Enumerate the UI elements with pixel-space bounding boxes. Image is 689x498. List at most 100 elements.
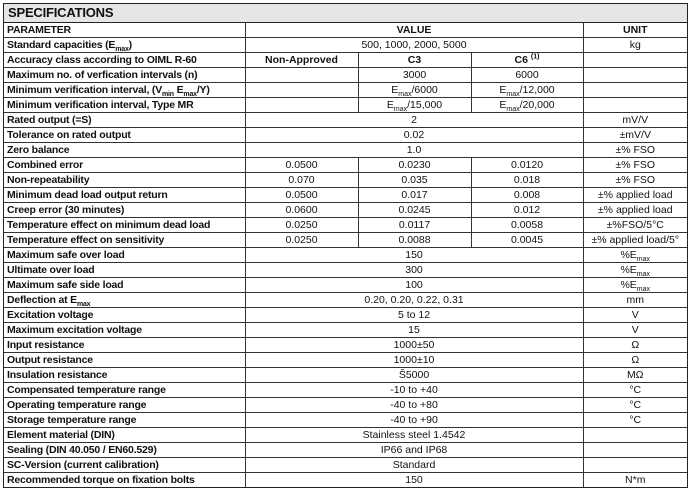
parameter-cell: Tolerance on rated output bbox=[4, 127, 246, 143]
unit-cell bbox=[582, 82, 687, 98]
parameter-cell: Storage temperature range bbox=[4, 412, 246, 428]
parameter-cell: Insulation resistance bbox=[4, 367, 246, 383]
value-cell: 1.0 bbox=[244, 142, 584, 158]
value-cell-non-approved: Non-Approved bbox=[244, 52, 359, 68]
value-cell-non-approved: 0.0500 bbox=[244, 157, 359, 173]
value-header: VALUE bbox=[244, 23, 584, 38]
unit-cell: %Emax bbox=[582, 277, 687, 293]
table-row: Recommended torque on fixation bolts 150 N… bbox=[4, 472, 687, 487]
parameter-cell: Input resistance bbox=[4, 337, 246, 353]
value-cell: Stainless steel 1.4542 bbox=[244, 427, 584, 443]
parameter-cell: Maximum no. of verfication intervals (n) bbox=[4, 67, 246, 83]
unit-cell: ±% applied load bbox=[582, 202, 687, 218]
value-cell: 150 bbox=[244, 472, 584, 487]
table-row: Tolerance on rated output 0.02 ±mV/V bbox=[4, 127, 687, 143]
unit-cell: kg bbox=[582, 37, 687, 53]
parameter-cell: Deflection at Emax bbox=[4, 292, 246, 308]
value-cell-c6: 0.008 bbox=[470, 187, 584, 203]
value-cell-c3: 0.0117 bbox=[357, 217, 472, 233]
unit-cell: °C bbox=[582, 412, 687, 428]
table-row: SC-Version (current calibration) Standard bbox=[4, 457, 687, 473]
parameter-cell: Non-repeatability bbox=[4, 172, 246, 188]
table-row: Storage temperature range -40 to +90 °C bbox=[4, 412, 687, 428]
table-row: Excitation voltage 5 to 12 V bbox=[4, 307, 687, 323]
table-row: Output resistance 1000±10 Ω bbox=[4, 352, 687, 368]
value-cell-non-approved bbox=[244, 82, 359, 98]
value-cell-c6: 0.018 bbox=[470, 172, 584, 188]
unit-cell bbox=[582, 67, 687, 83]
unit-cell: ±mV/V bbox=[582, 127, 687, 143]
value-cell-non-approved bbox=[244, 67, 359, 83]
unit-cell bbox=[582, 457, 687, 473]
parameter-cell: Rated output (=S) bbox=[4, 112, 246, 128]
value-cell-non-approved bbox=[244, 97, 359, 113]
unit-header: UNIT bbox=[582, 23, 687, 38]
table-row: Maximum safe over load 150 %Emax bbox=[4, 247, 687, 263]
value-cell-c6: 6000 bbox=[470, 67, 584, 83]
value-cell-c3: 0.0230 bbox=[357, 157, 472, 173]
unit-cell: Ω bbox=[582, 352, 687, 368]
value-cell-c6: 0.0058 bbox=[470, 217, 584, 233]
unit-cell: ±% applied load/5° bbox=[582, 232, 687, 248]
value-cell: 0.02 bbox=[244, 127, 584, 143]
value-cell: IP66 and IP68 bbox=[244, 442, 584, 458]
parameter-cell: Recommended torque on fixation bolts bbox=[4, 472, 246, 487]
table-row: Deflection at Emax 0.20, 0.20, 0.22, 0.31… bbox=[4, 292, 687, 308]
unit-cell bbox=[582, 442, 687, 458]
value-cell-c3: 0.0245 bbox=[357, 202, 472, 218]
value-cell: 500, 1000, 2000, 5000 bbox=[244, 37, 584, 53]
value-cell-c3: C3 bbox=[357, 52, 472, 68]
specifications-table-container: SPECIFICATIONS PARAMETER VALUE UNIT Stan… bbox=[3, 3, 688, 488]
value-cell: 1000±50 bbox=[244, 337, 584, 353]
value-cell-c3: 3000 bbox=[357, 67, 472, 83]
unit-cell: ±% applied load bbox=[582, 187, 687, 203]
parameter-cell: Output resistance bbox=[4, 352, 246, 368]
table-row: Non-repeatability 0.070 0.035 0.018 ±% FSO bbox=[4, 172, 687, 188]
parameter-cell: Combined error bbox=[4, 157, 246, 173]
parameter-cell: Compensated temperature range bbox=[4, 382, 246, 398]
table-row: Maximum excitation voltage 15 V bbox=[4, 322, 687, 338]
value-cell: -10 to +40 bbox=[244, 382, 584, 398]
table-row: Maximum no. of verfication intervals (n)… bbox=[4, 67, 687, 83]
unit-cell: mV/V bbox=[582, 112, 687, 128]
table-row: Rated output (=S) 2 mV/V bbox=[4, 112, 687, 128]
value-cell-c6: Emax/12,000 bbox=[470, 82, 584, 98]
parameter-cell: Ultimate over load bbox=[4, 262, 246, 278]
parameter-cell: Excitation voltage bbox=[4, 307, 246, 323]
unit-cell: mm bbox=[582, 292, 687, 308]
table-row: Compensated temperature range -10 to +40 °… bbox=[4, 382, 687, 398]
unit-cell: ±%FSO/5°C bbox=[582, 217, 687, 233]
value-cell-c3: Emax/6000 bbox=[357, 82, 472, 98]
parameter-cell: Element material (DIN) bbox=[4, 427, 246, 443]
unit-cell: °C bbox=[582, 382, 687, 398]
table-row: Maximum safe side load 100 %Emax bbox=[4, 277, 687, 293]
parameter-cell: SC-Version (current calibration) bbox=[4, 457, 246, 473]
value-cell: -40 to +90 bbox=[244, 412, 584, 428]
table-row: Ultimate over load 300 %Emax bbox=[4, 262, 687, 278]
specifications-table: PARAMETER VALUE UNIT Standard capacities… bbox=[4, 23, 687, 487]
value-cell: -40 to +80 bbox=[244, 397, 584, 413]
table-row: Input resistance 1000±50 Ω bbox=[4, 337, 687, 353]
value-cell-c3: 0.0088 bbox=[357, 232, 472, 248]
parameter-cell: Creep error (30 minutes) bbox=[4, 202, 246, 218]
table-row: Minimum verification interval, (Vmin Ema… bbox=[4, 82, 687, 98]
parameter-header: PARAMETER bbox=[4, 23, 246, 38]
parameter-cell: Minimum verification interval, Type MR bbox=[4, 97, 246, 113]
unit-cell bbox=[582, 97, 687, 113]
table-row: Standard capacities (Emax) 500, 1000, 200… bbox=[4, 37, 687, 53]
parameter-cell: Minimum dead load output return bbox=[4, 187, 246, 203]
value-cell-c6: Emax/20,000 bbox=[470, 97, 584, 113]
value-cell-non-approved: 0.070 bbox=[244, 172, 359, 188]
parameter-cell: Minimum verification interval, (Vmin Ema… bbox=[4, 82, 246, 98]
value-cell-c3: Emax/15,000 bbox=[357, 97, 472, 113]
table-row: Temperature effect on minimum dead load 0… bbox=[4, 217, 687, 233]
parameter-cell: Sealing (DIN 40.050 / EN60.529) bbox=[4, 442, 246, 458]
unit-cell: ±% FSO bbox=[582, 172, 687, 188]
table-row: Temperature effect on sensitivity 0.0250 0… bbox=[4, 232, 687, 248]
unit-cell: V bbox=[582, 307, 687, 323]
parameter-cell: Maximum excitation voltage bbox=[4, 322, 246, 338]
value-cell: 0.20, 0.20, 0.22, 0.31 bbox=[244, 292, 584, 308]
unit-cell: Ω bbox=[582, 337, 687, 353]
value-cell-c3: 0.035 bbox=[357, 172, 472, 188]
value-cell-non-approved: 0.0250 bbox=[244, 217, 359, 233]
